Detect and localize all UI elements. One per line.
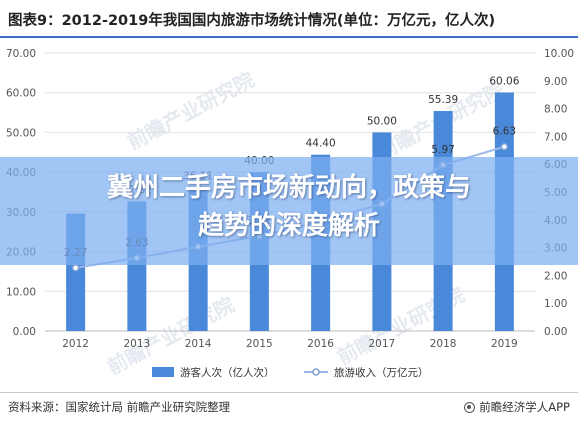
brand-name: 前瞻经济学人APP	[479, 400, 570, 414]
y-left-tick-label: 70.00	[6, 48, 36, 60]
chart-header: 图表9：2012-2019年我国国内旅游市场统计情况(单位：万亿元，亿人次)	[0, 0, 578, 38]
bar-data-label: 60.06	[489, 75, 519, 87]
headline-line-1: 冀州二手房市场新动向，政策与	[106, 173, 471, 203]
source-note: 资料来源：国家统计局 前瞻产业研究院整理	[8, 400, 231, 414]
legend-bar-swatch	[152, 367, 174, 377]
y-right-tick-label: 0.00	[544, 326, 567, 338]
brand-credit: 前瞻经济学人APP	[464, 399, 570, 415]
y-right-tick-label: 7.00	[544, 131, 567, 143]
x-tick-label: 2012	[62, 338, 89, 350]
x-tick-label: 2019	[491, 338, 518, 350]
line-point	[71, 264, 80, 272]
line-data-label: 6.63	[493, 126, 516, 138]
legend-line-marker	[312, 368, 320, 376]
x-tick-label: 2013	[124, 338, 151, 350]
headline-banner	[0, 157, 578, 265]
x-tick-label: 2015	[246, 338, 273, 350]
brand-logo-icon	[464, 401, 476, 413]
x-tick-label: 2018	[430, 338, 457, 350]
bar-data-label: 44.40	[306, 138, 336, 150]
line-data-label: 5.97	[431, 144, 454, 156]
x-tick-label: 2016	[307, 338, 334, 350]
y-left-tick-label: 10.00	[6, 286, 36, 298]
chart-title: 图表9：2012-2019年我国国内旅游市场统计情况(单位：万亿元，亿人次)	[8, 13, 496, 29]
y-right-tick-label: 2.00	[544, 270, 567, 282]
headline-text: 冀州二手房市场新动向，政策与 趋势的深度解析	[0, 169, 578, 245]
line-point	[500, 142, 509, 151]
y-left-tick-label: 60.00	[6, 88, 36, 100]
headline-line-2: 趋势的深度解析	[197, 211, 380, 241]
y-right-tick-label: 10.00	[544, 48, 574, 60]
y-right-tick-label: 1.00	[544, 298, 567, 310]
bar-data-label: 55.39	[428, 94, 458, 106]
x-tick-label: 2014	[185, 338, 212, 350]
legend-bar-label: 游客人次（亿人次）	[180, 366, 275, 379]
bar-data-label: 50.00	[367, 115, 397, 127]
y-left-tick-label: 50.00	[6, 127, 36, 139]
y-right-tick-label: 8.00	[544, 104, 567, 116]
legend-line-label: 旅游收入（万亿元）	[334, 366, 429, 379]
chart-footer: 资料来源：国家统计局 前瞻产业研究院整理 前瞻经济学人APP	[0, 392, 578, 424]
x-tick-label: 2017	[369, 338, 396, 350]
y-left-tick-label: 0.00	[13, 326, 36, 338]
y-right-tick-label: 9.00	[544, 76, 567, 88]
